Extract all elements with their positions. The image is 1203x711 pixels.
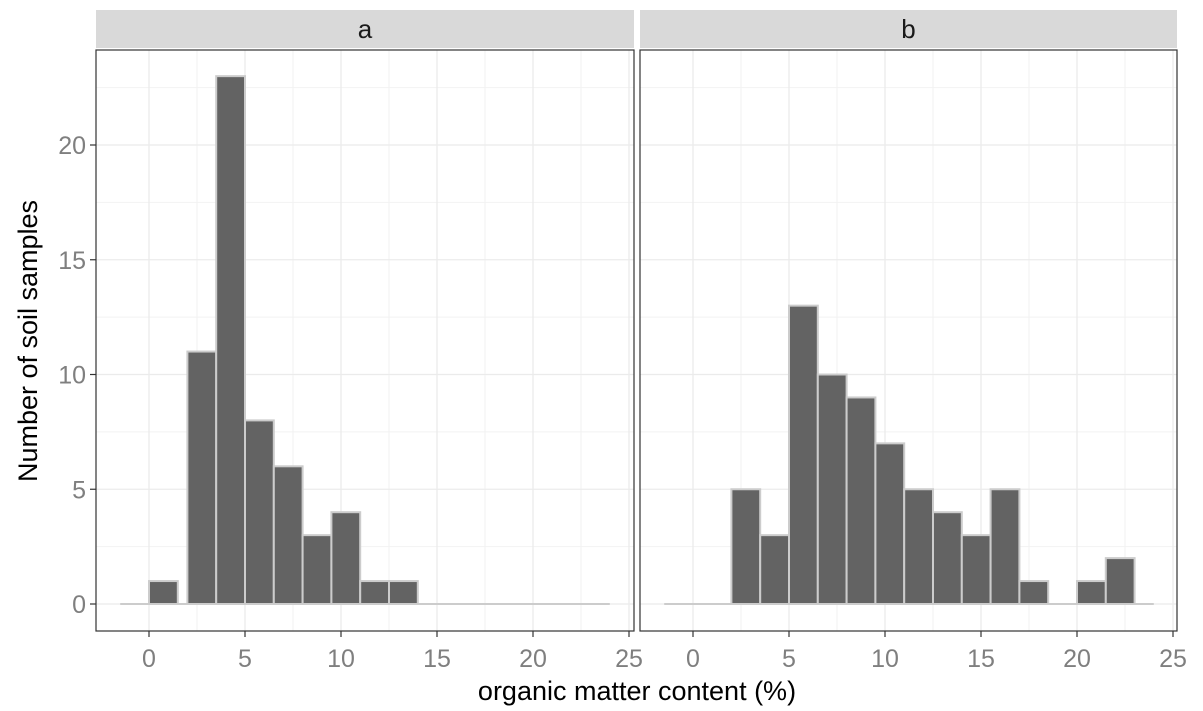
x-tick-label: 20 [519, 645, 547, 673]
panel-border [639, 49, 1178, 632]
x-tick-label: 15 [423, 645, 451, 673]
histogram-bar [874, 442, 906, 605]
x-tick-label: 10 [871, 645, 899, 673]
histogram-bar [1076, 580, 1107, 605]
histogram-bar [730, 488, 762, 605]
histogram-bar [845, 396, 877, 606]
y-tick-label: 5 [72, 476, 86, 504]
y-axis-title: Number of soil samples [13, 200, 43, 482]
histogram-bar [272, 465, 304, 605]
facet-strip [640, 10, 1177, 48]
histogram-bar [244, 419, 275, 605]
histogram-bar [788, 304, 819, 605]
x-tick-label: 0 [142, 645, 156, 673]
y-tick-label: 15 [58, 247, 86, 275]
histogram-bar [388, 580, 419, 605]
y-tick-label: 10 [58, 362, 86, 390]
panel-border [95, 49, 635, 632]
y-tick-label: 20 [58, 132, 86, 160]
x-tick-label: 5 [238, 645, 252, 673]
histogram-bar [1018, 580, 1050, 605]
histogram-bar [215, 75, 246, 605]
histogram-bar [759, 534, 791, 606]
histogram-bar [148, 580, 179, 605]
panel-background [96, 50, 634, 631]
histogram-bar [186, 350, 218, 605]
histogram-bar [816, 373, 848, 605]
histogram-bar [1104, 557, 1136, 605]
x-tick-label: 25 [615, 645, 643, 673]
histogram-bar [960, 534, 992, 606]
facet-strip-label: a [358, 14, 373, 44]
facet-strip [96, 10, 634, 48]
x-tick-label: 5 [782, 645, 796, 673]
x-tick-label: 25 [1159, 645, 1187, 673]
histogram-bar [359, 580, 391, 605]
histogram-bar [932, 511, 963, 606]
facet-panel-a: a 0 5 10 15 20 25 [95, 10, 643, 673]
histogram-bar [903, 488, 935, 605]
x-axis-title: organic matter content (%) [478, 676, 796, 706]
x-tick-label: 20 [1063, 645, 1091, 673]
histogram-bar [330, 511, 362, 606]
x-tick-label: 10 [327, 645, 355, 673]
histogram-bar [989, 488, 1021, 605]
facet-panel-b: b 0 5 10 15 20 25 [639, 10, 1187, 673]
facet-strip-label: b [901, 14, 915, 44]
histogram-bar [301, 534, 333, 606]
x-tick-label: 0 [686, 645, 700, 673]
y-tick-label: 0 [72, 591, 86, 619]
x-tick-label: 15 [967, 645, 995, 673]
